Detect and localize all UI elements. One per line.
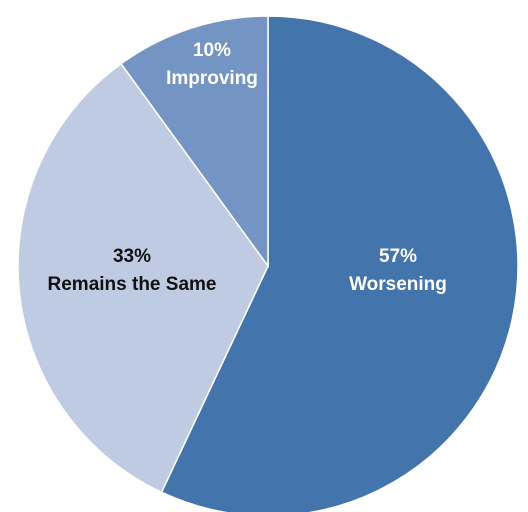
slice-percent: 57% [379,246,417,267]
slice-category: Improving [166,68,258,89]
slice-category: Worsening [349,274,447,295]
pie-slices [17,15,519,512]
slice-label-worsening: 57% Worsening [349,246,447,295]
slice-percent: 10% [193,40,231,61]
slice-label-improving: 10% Improving [166,40,258,89]
pie-slice-worsening [160,15,519,512]
pie-slice-improving [120,15,269,269]
slice-percent: 33% [113,246,151,267]
slice-label-remains-the-same: 33% Remains the Same [48,246,217,295]
pie-slice-remains-the-same [17,62,269,494]
slice-category: Remains the Same [48,274,217,295]
pie-labels: 57% Worsening 33% Remains the Same 10% Improv… [48,40,447,295]
